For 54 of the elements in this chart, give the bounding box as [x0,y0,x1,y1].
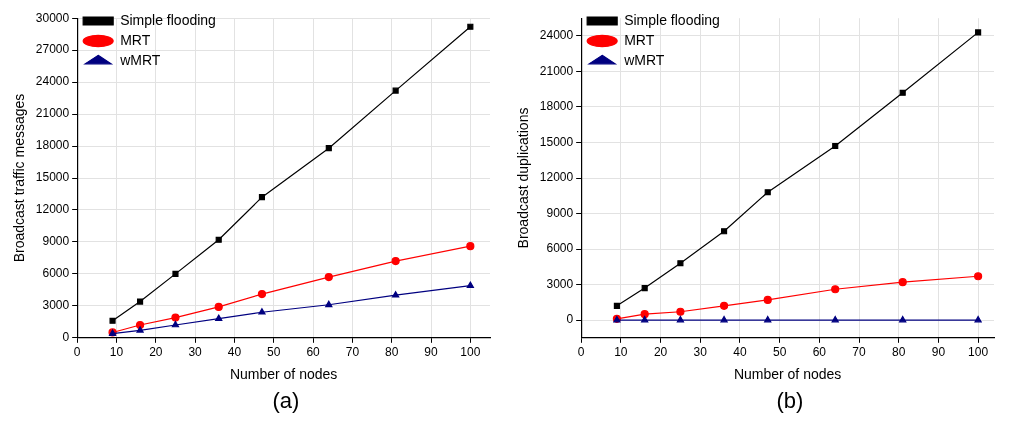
y-tick-label: 9000 [42,234,70,249]
x-axis-title: Number of nodes [229,366,338,383]
text: (a) [271,388,301,414]
y-axis-title: Broadcast traffic messages [11,93,28,263]
x-tick-label: 70 [852,345,867,360]
x-tick-label: 20 [653,345,668,360]
x-tick-label: 80 [385,345,399,360]
x-tick-label: 20 [149,345,163,360]
y-tick-label: 27000 [35,42,70,57]
x-tick-label: 80 [892,345,906,360]
legend-label: MRT [624,31,655,48]
y-tick-label: 3000 [546,276,574,291]
y-tick-label: 15000 [539,134,574,149]
y-tick-label: 24000 [35,74,70,89]
legend-label: wMRT [119,51,161,68]
y-tick-label: 9000 [546,205,574,220]
y-tick-label: 0 [62,330,70,345]
x-tick-label: 50 [267,345,281,360]
x-tick-label: 60 [306,345,321,360]
y-tick-label: 18000 [539,99,574,114]
y-tick-label: 30000 [35,10,70,25]
legend-label: MRT [120,31,151,48]
legend-label: Simple flooding [624,11,720,28]
y-tick-label: 0 [566,312,574,327]
y-tick-label: 18000 [35,138,70,153]
x-tick-label: 50 [772,345,787,360]
x-tick-label: 40 [733,345,747,360]
y-tick-label: 24000 [539,28,574,43]
x-tick-label: 70 [345,345,360,360]
x-axis-title: Number of nodes [733,366,842,383]
y-tick-label: 3000 [42,298,70,313]
x-tick-label: 10 [614,345,628,360]
y-tick-label: 6000 [42,266,70,281]
legend-label: Simple flooding [120,11,216,28]
x-tick-label: 30 [188,345,203,360]
x-tick-label: 10 [109,345,124,360]
y-tick-label: 21000 [35,106,70,121]
text: (b) [775,388,805,414]
x-tick-label: 100 [968,345,989,360]
y-axis-title: Broadcast duplications [515,107,532,249]
legend-label: wMRT [623,51,665,68]
y-tick-label: 6000 [546,241,574,256]
x-tick-label: 0 [577,345,585,360]
y-tick-label: 15000 [35,170,70,185]
x-tick-label: 100 [460,345,481,360]
x-tick-label: 30 [693,345,708,360]
x-tick-label: 60 [812,345,827,360]
x-tick-label: 90 [931,345,946,360]
x-tick-label: 0 [73,345,81,360]
x-tick-label: 40 [227,345,242,360]
y-tick-label: 21000 [539,63,574,78]
y-tick-label: 12000 [35,202,70,217]
y-tick-label: 12000 [539,170,574,185]
x-tick-label: 90 [424,345,439,360]
